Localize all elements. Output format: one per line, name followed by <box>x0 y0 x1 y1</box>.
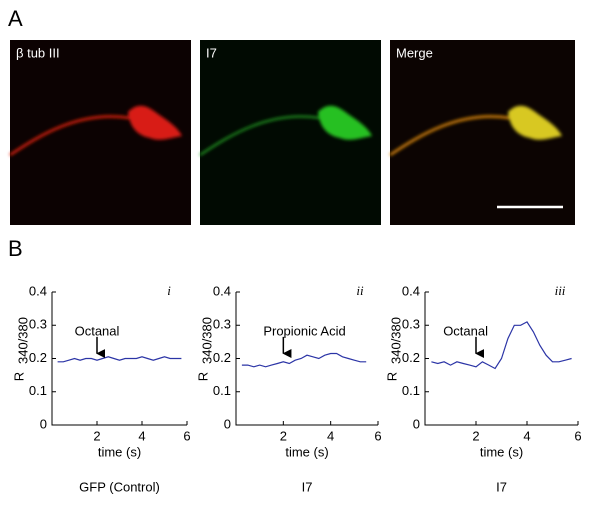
line-chart: 0 0.1 0.2 0.3 0.4 2 4 6 time (s) R 340/380 iii I7 Oct… <box>384 283 581 494</box>
y-axis-subscript: 340/380 <box>199 317 214 364</box>
y-tick-label: 0 <box>224 416 231 431</box>
y-axis-subscript: 340/380 <box>15 317 30 364</box>
y-axis-label: R <box>384 372 399 381</box>
y-tick-label: 0.1 <box>402 383 420 398</box>
y-axis-label: R <box>11 372 26 381</box>
panel-numeral: i <box>167 283 171 298</box>
image-label: β tub III <box>16 45 60 60</box>
axis <box>235 292 378 426</box>
y-tick-label: 0.3 <box>29 317 47 332</box>
x-tick-label: 6 <box>574 428 581 443</box>
y-tick-label: 0.3 <box>402 317 420 332</box>
micrograph: I7 <box>199 40 381 225</box>
y-tick-label: 0.2 <box>29 350 47 365</box>
x-tick-label: 2 <box>280 428 287 443</box>
y-tick-label: 0.1 <box>213 383 231 398</box>
panel-label: A <box>8 6 23 31</box>
annotation-label: Octanal <box>443 323 488 338</box>
micrograph: Merge <box>389 40 575 225</box>
micrograph: β tub III <box>9 40 191 225</box>
x-tick-label: 2 <box>93 428 100 443</box>
panel-numeral: iii <box>555 283 566 298</box>
data-line <box>241 352 367 368</box>
y-tick-label: 0.2 <box>402 350 420 365</box>
axis <box>51 292 187 426</box>
annotation-label: Propionic Acid <box>263 323 345 338</box>
x-axis-label: time (s) <box>98 444 141 459</box>
y-tick-label: 0.2 <box>213 350 231 365</box>
x-tick-label: 6 <box>374 428 381 443</box>
image-label: I7 <box>206 45 217 60</box>
x-tick-label: 4 <box>523 428 530 443</box>
caption: GFP (Control) <box>79 479 160 494</box>
line-chart: 0 0.1 0.2 0.3 0.4 2 4 6 time (s) R 340/380 i GFP (Co… <box>11 283 190 494</box>
panel-label: B <box>8 236 23 261</box>
x-tick-label: 4 <box>138 428 145 443</box>
caption: I7 <box>302 479 313 494</box>
y-tick-label: 0.4 <box>213 283 231 298</box>
image-label: Merge <box>396 45 433 60</box>
panel-numeral: ii <box>356 283 364 298</box>
y-tick-label: 0 <box>413 416 420 431</box>
x-tick-label: 6 <box>183 428 190 443</box>
annotation-label: Octanal <box>75 323 120 338</box>
y-tick-label: 0.4 <box>29 283 47 298</box>
x-tick-label: 2 <box>472 428 479 443</box>
y-tick-label: 0 <box>40 416 47 431</box>
y-axis-subscript: 340/380 <box>388 317 403 364</box>
y-tick-label: 0.3 <box>213 317 231 332</box>
x-tick-label: 4 <box>327 428 334 443</box>
caption: I7 <box>496 479 507 494</box>
y-tick-label: 0.4 <box>402 283 420 298</box>
data-line <box>431 321 572 370</box>
data-line <box>57 356 182 363</box>
line-chart: 0 0.1 0.2 0.3 0.4 2 4 6 time (s) R 340/380 ii I7 Prop… <box>195 283 381 494</box>
y-tick-label: 0.1 <box>29 383 47 398</box>
x-axis-label: time (s) <box>285 444 328 459</box>
x-axis-label: time (s) <box>480 444 523 459</box>
y-axis-label: R <box>195 372 210 381</box>
